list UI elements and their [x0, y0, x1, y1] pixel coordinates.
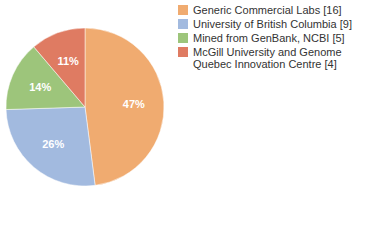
legend-label: University of British Columbia [9]	[193, 18, 352, 30]
legend-label: Mined from GenBank, NCBI [5]	[193, 32, 345, 44]
pie	[6, 28, 164, 186]
data-label: 14%	[29, 81, 51, 93]
legend-item: Generic Commercial Labs [16]	[178, 4, 342, 16]
legend-swatch	[178, 19, 188, 29]
legend-swatch	[178, 33, 188, 43]
pie-slice	[34, 28, 85, 107]
legend-item: University of British Columbia [9]	[178, 18, 352, 30]
data-label: 11%	[57, 55, 79, 67]
legend: Generic Commercial Labs [16] University o…	[178, 4, 352, 70]
data-label: 26%	[42, 138, 64, 150]
legend-swatch	[178, 5, 188, 15]
legend-label: McGill University and GenomeQuebec Innov…	[193, 46, 342, 70]
chart: 47% 26% 14% 11% Generic Commercial Labs [16]…	[0, 0, 380, 240]
pie-slice	[85, 28, 164, 185]
data-label: 47%	[123, 98, 145, 110]
pie-slice	[6, 107, 95, 186]
legend-swatch	[178, 47, 188, 57]
data-labels: 47% 26% 14% 11%	[29, 55, 145, 150]
legend-item: McGill University and GenomeQuebec Innov…	[178, 46, 342, 70]
legend-item: Mined from GenBank, NCBI [5]	[178, 32, 345, 44]
legend-label: Generic Commercial Labs [16]	[193, 4, 342, 16]
